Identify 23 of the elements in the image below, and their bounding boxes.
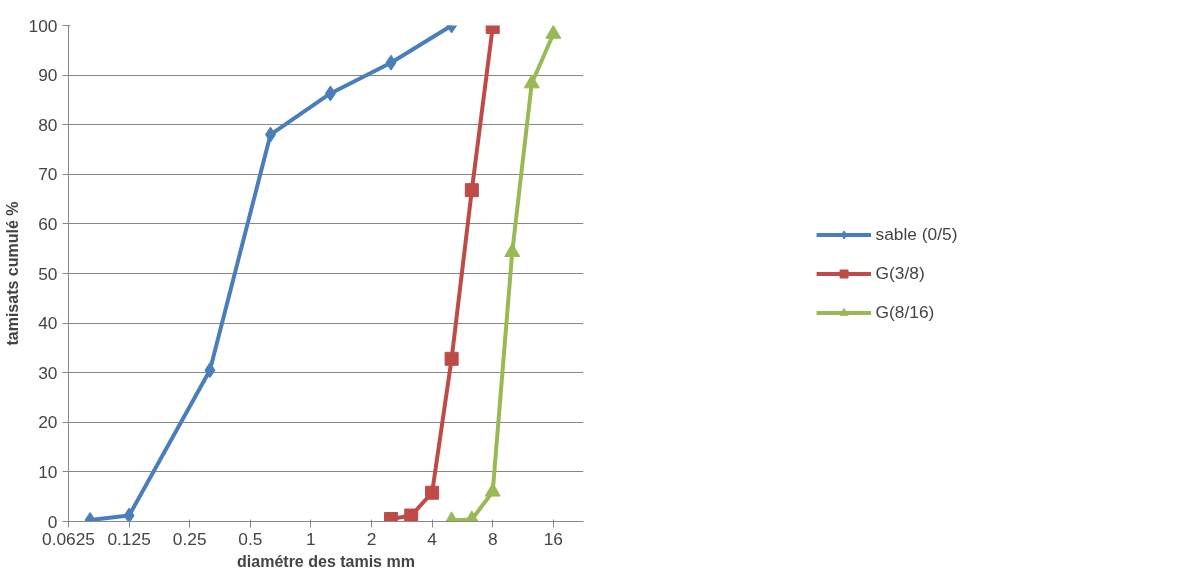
y-tick-label: 70: [38, 164, 58, 185]
y-tick-label: 10: [38, 461, 58, 482]
x-tick-label: 16: [543, 528, 563, 549]
x-tick-label: 0.5: [238, 528, 263, 549]
y-axis-title: tamisats cumulé %: [3, 201, 21, 346]
y-tick-label: 80: [38, 114, 58, 135]
x-tick-label: 4: [427, 528, 438, 549]
legend-label: G(3/8): [875, 262, 925, 284]
x-tick-label: 8: [487, 528, 498, 549]
y-tick-label: 40: [38, 313, 58, 334]
x-tick-label: 1: [306, 528, 316, 549]
x-tick-label: 0.125: [107, 528, 151, 549]
legend-label: G(8/16): [875, 301, 935, 323]
x-tick-label: 2: [366, 528, 377, 549]
x-axis-title: diamétre des tamis mm: [237, 552, 415, 570]
y-tick-label: 100: [28, 15, 58, 36]
y-tick-label: 90: [38, 65, 58, 86]
y-tick-label: 60: [38, 213, 58, 234]
x-tick-label: 0.25: [172, 528, 207, 549]
y-tick-label: 30: [38, 362, 58, 383]
y-tick-label: 20: [38, 412, 58, 433]
legend-label: sable (0/5): [875, 223, 958, 245]
y-tick-label: 50: [38, 263, 58, 284]
